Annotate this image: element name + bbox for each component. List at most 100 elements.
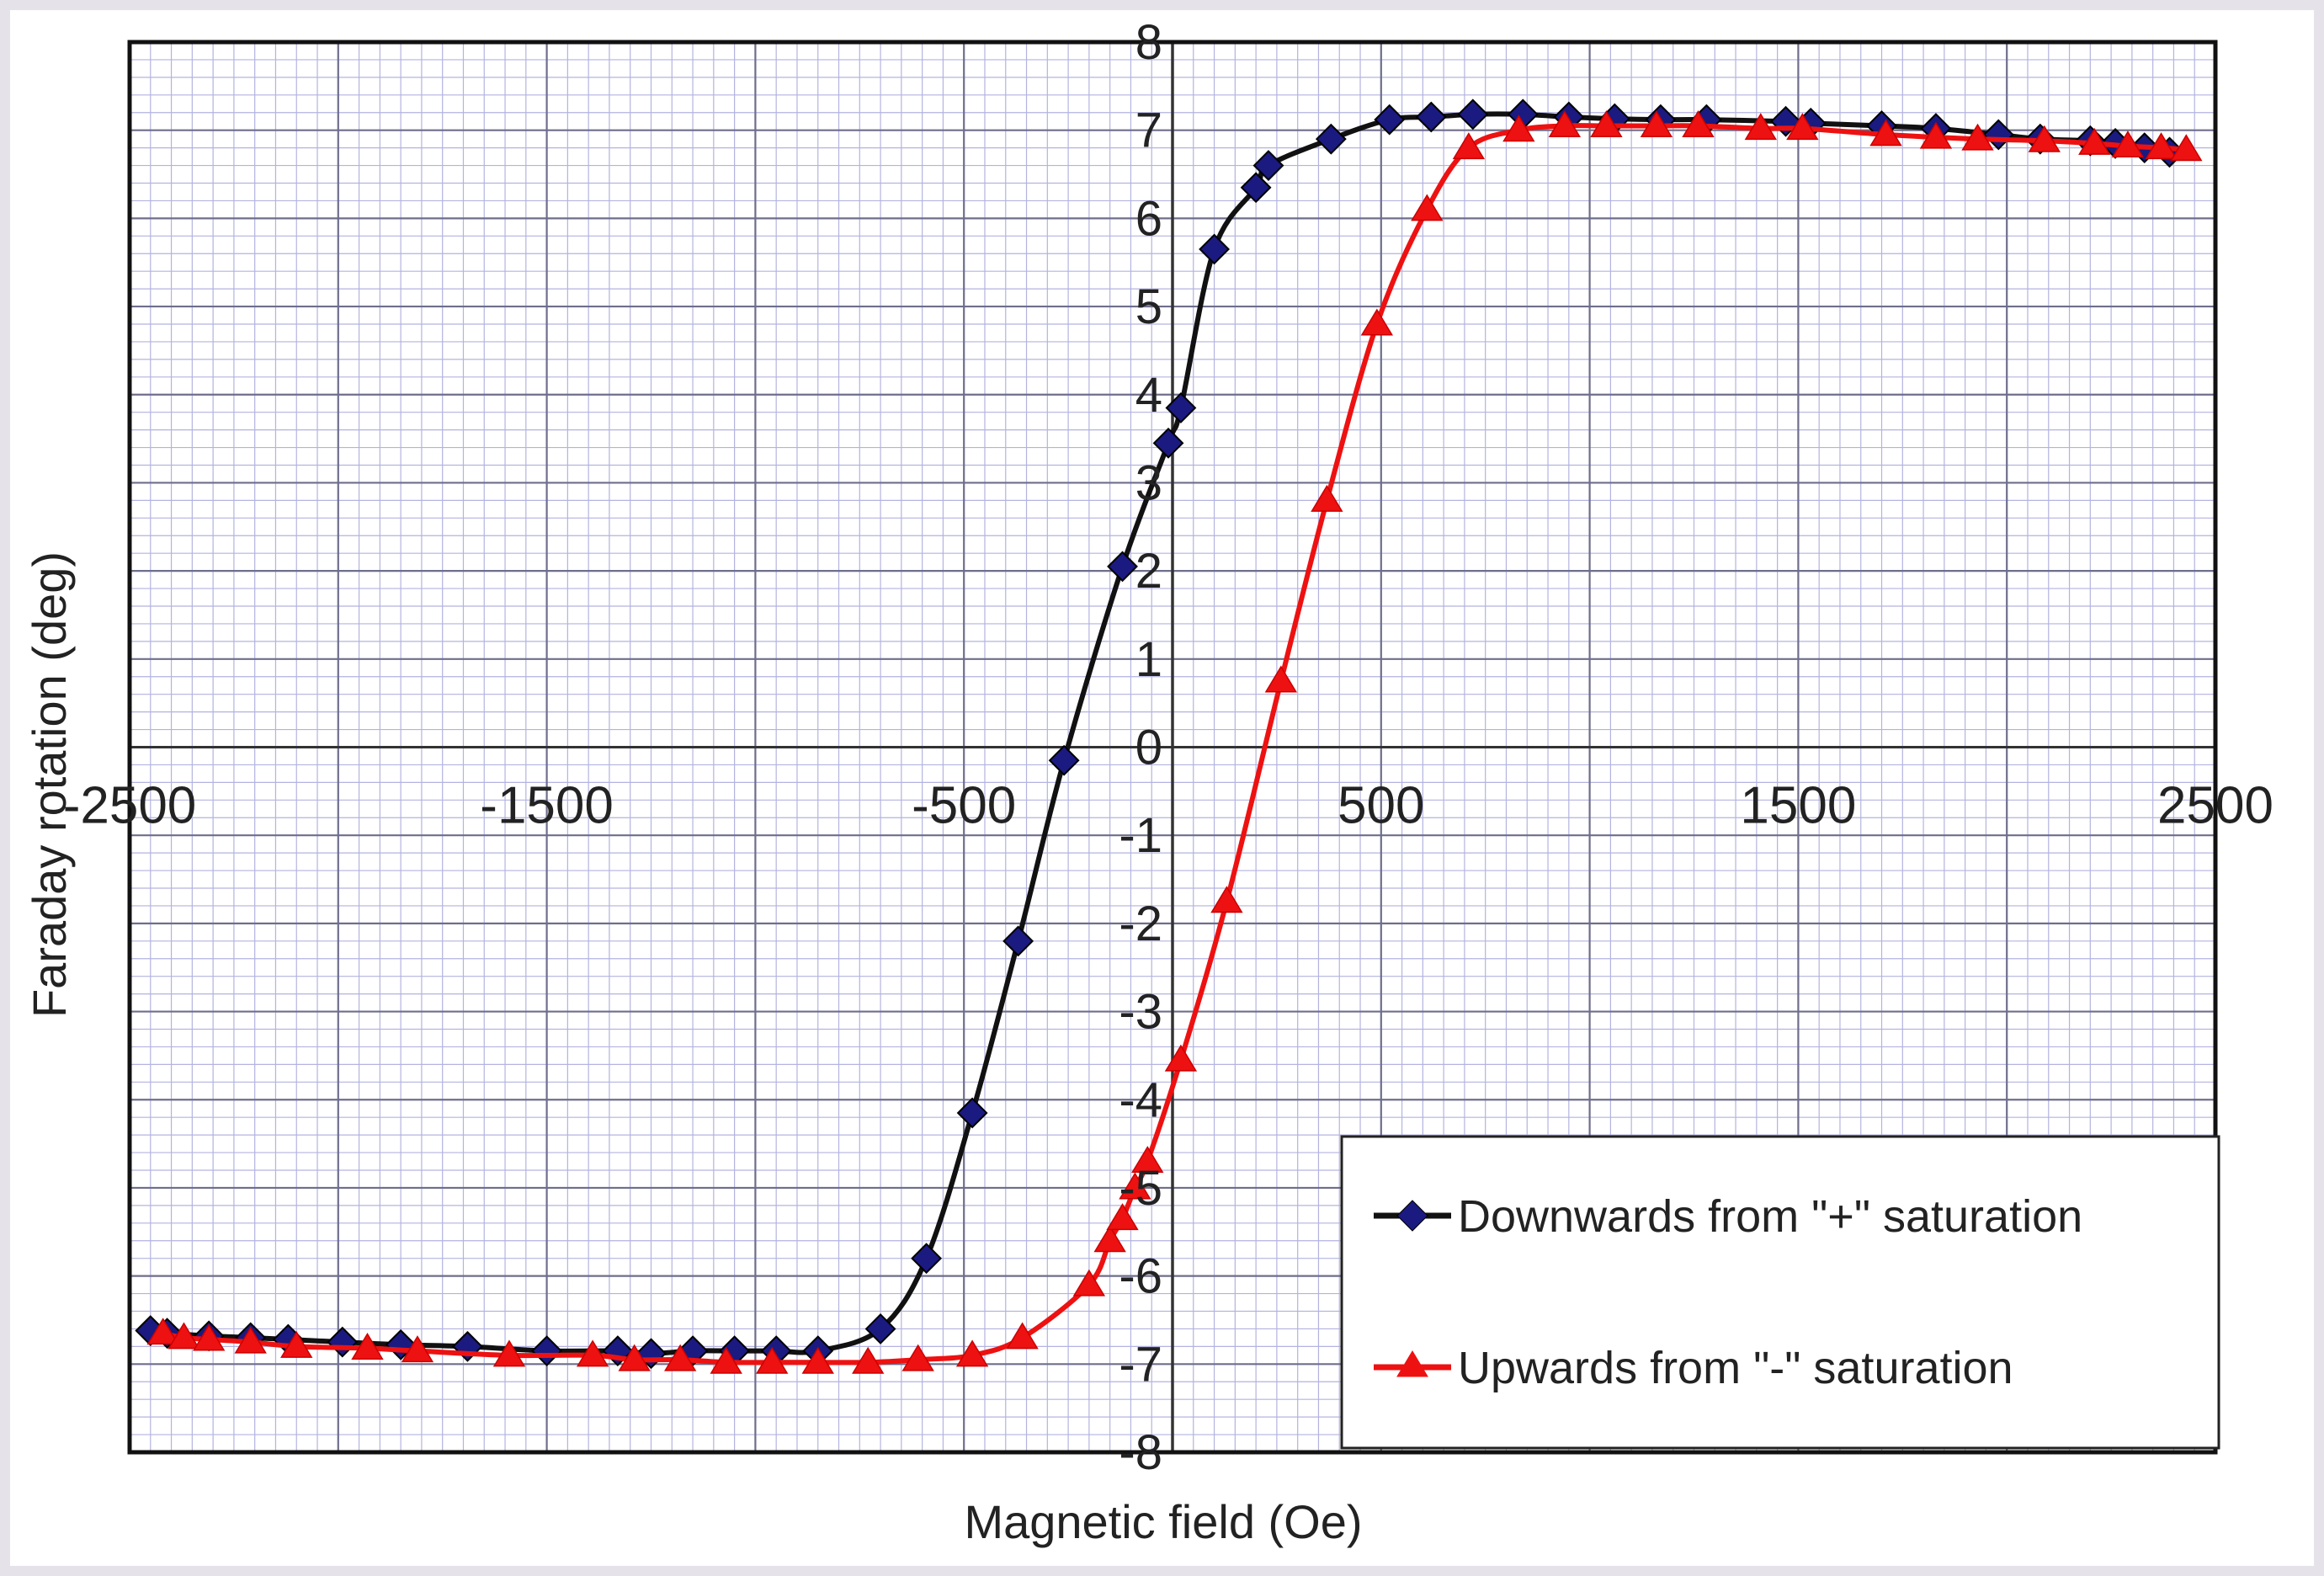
x-tick-label: 2500 (2157, 777, 2273, 835)
data-point-diamond (956, 1097, 988, 1129)
x-tick-label: -500 (912, 777, 1016, 835)
y-tick-label: 1 (1135, 632, 1162, 687)
data-point-diamond (1415, 101, 1447, 133)
chart-frame: -2500 -1500 -500 500 1500 2500 -8 -7 -6 -5 -4 -3 -2 -… (10, 10, 2314, 1566)
y-tick-label: 0 (1135, 721, 1162, 775)
data-point-triangle (901, 1344, 934, 1371)
y-tick-label: -6 (1119, 1249, 1162, 1304)
series-upwards (146, 109, 2203, 1374)
data-point-triangle (2111, 130, 2145, 158)
data-point-triangle (1093, 1225, 1126, 1253)
data-point-triangle (1640, 109, 1673, 137)
data-point-triangle (1869, 119, 1902, 146)
data-point-diamond (1152, 427, 1184, 459)
data-point-triangle (234, 1326, 267, 1354)
data-point-triangle (1006, 1322, 1039, 1350)
data-point-diamond (1374, 104, 1406, 136)
data-point-diamond (1002, 925, 1034, 957)
data-point-triangle (192, 1323, 226, 1351)
y-tick-label: 8 (1135, 15, 1162, 70)
legend: Downwards from "+" saturation Upwards fr… (1340, 1135, 2220, 1450)
x-tick-label: 1500 (1740, 777, 1856, 835)
data-point-triangle (1919, 121, 1953, 149)
y-tick-label: 7 (1135, 104, 1162, 158)
plot-area-border (127, 40, 2218, 1455)
legend-marker-diamond (1396, 1200, 1428, 1232)
data-point-diamond (1457, 98, 1489, 130)
y-tick-label: -2 (1119, 897, 1162, 951)
data-point-triangle (618, 1344, 651, 1371)
data-point-triangle (1682, 109, 1715, 137)
data-point-triangle (2170, 134, 2203, 162)
y-tick-label: -7 (1119, 1337, 1162, 1392)
y-axis-label: Faraday rotation (deg) (23, 551, 76, 1018)
x-tick-label: -2500 (63, 777, 197, 835)
data-point-triangle (2145, 132, 2178, 160)
data-point-triangle (852, 1346, 885, 1374)
data-point-triangle (664, 1344, 697, 1371)
data-point-diamond (1199, 233, 1230, 265)
y-tick-label: 6 (1135, 191, 1162, 246)
data-point-triangle (2078, 127, 2111, 155)
data-point-triangle (1411, 194, 1444, 221)
data-point-triangle (1131, 1146, 1164, 1174)
data-point-triangle (401, 1335, 434, 1363)
hysteresis-chart: -2500 -1500 -500 500 1500 2500 -8 -7 -6 -5 -4 -3 -2 -… (23, 15, 2273, 1548)
data-point-triangle (280, 1330, 313, 1358)
data-point-diamond (327, 1326, 359, 1358)
tick-labels: -2500 -1500 -500 500 1500 2500 -8 -7 -6 -5 -4 -3 -2 -… (63, 15, 2273, 1480)
data-point-triangle (1360, 308, 1394, 336)
x-axis-label: Magnetic field (Oe) (964, 1495, 1362, 1548)
y-tick-label: -3 (1119, 985, 1162, 1040)
data-point-diamond (1315, 123, 1347, 155)
data-point-triangle (1106, 1203, 1139, 1231)
data-point-triangle (2028, 125, 2061, 152)
x-tick-label: -1500 (480, 777, 614, 835)
data-point-triangle (1164, 1044, 1198, 1072)
data-point-triangle (146, 1318, 179, 1345)
data-point-triangle (1119, 1172, 1151, 1200)
data-point-triangle (351, 1333, 384, 1360)
data-point-triangle (756, 1346, 789, 1374)
data-point-triangle (1744, 113, 1777, 141)
y-tick-label: 4 (1135, 368, 1162, 423)
data-point-triangle (955, 1339, 989, 1367)
y-tick-label: -4 (1119, 1073, 1162, 1127)
y-tick-label: -1 (1119, 808, 1162, 863)
data-point-triangle (1502, 114, 1535, 142)
data-point-triangle (1264, 665, 1298, 693)
data-point-triangle (1452, 132, 1486, 160)
data-point-diamond (1240, 172, 1272, 204)
y-tick-label: 3 (1135, 455, 1162, 510)
y-tick-label: 5 (1135, 280, 1162, 334)
data-point-triangle (1961, 123, 1994, 151)
legend-box (1340, 1135, 2220, 1450)
legend-label-downwards: Downwards from "+" saturation (1458, 1191, 2082, 1242)
data-point-triangle (1311, 484, 1343, 512)
data-point-diamond (1252, 150, 1284, 181)
data-point-triangle (801, 1346, 834, 1374)
data-point-triangle (1590, 109, 1623, 137)
data-point-triangle (1072, 1269, 1106, 1296)
data-point-diamond (864, 1313, 896, 1344)
legend-label-upwards: Upwards from "-" saturation (1458, 1343, 2013, 1393)
data-point-triangle (168, 1322, 200, 1350)
data-point-triangle (1548, 109, 1582, 137)
y-tick-label: 2 (1135, 544, 1162, 599)
x-tick-label: 500 (1337, 777, 1424, 835)
legend-marker-triangle (1396, 1350, 1428, 1377)
data-point-triangle (1210, 886, 1243, 913)
y-tick-label: -5 (1119, 1161, 1162, 1216)
data-point-triangle (710, 1346, 742, 1374)
series-layer (135, 98, 2203, 1374)
data-point-diamond (911, 1243, 943, 1275)
data-point-diamond (1165, 392, 1197, 423)
data-point-triangle (576, 1339, 609, 1367)
data-point-triangle (492, 1339, 526, 1367)
data-point-diamond (1048, 744, 1080, 776)
data-point-diamond (452, 1330, 483, 1362)
data-point-diamond (602, 1335, 634, 1367)
data-point-diamond (1107, 551, 1138, 583)
data-point-triangle (1786, 113, 1819, 141)
y-tick-label: -8 (1119, 1425, 1162, 1480)
